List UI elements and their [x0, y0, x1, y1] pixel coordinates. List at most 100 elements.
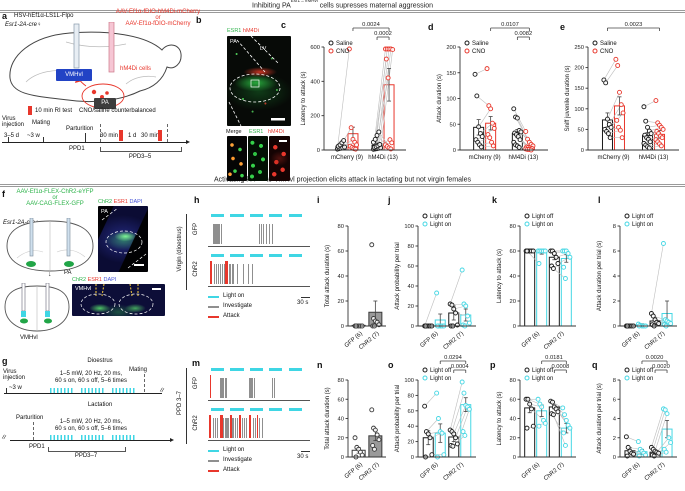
attack-tick	[220, 415, 222, 438]
y-tick-label: 2	[613, 299, 616, 305]
axes	[345, 379, 386, 458]
legend-label: Light on	[223, 446, 245, 453]
dapi-header-2: DAPI	[103, 277, 117, 283]
legend-swatch	[208, 470, 219, 473]
legend-swatch	[208, 316, 219, 319]
g-virus-label-2: injection	[3, 375, 26, 381]
data-point	[668, 440, 674, 446]
group-bracket-line	[186, 214, 187, 290]
light-on-segment	[249, 408, 264, 411]
y-tick-label: 80	[338, 378, 344, 384]
y-tick-label: 250	[574, 45, 584, 51]
light-on-segment	[230, 254, 244, 257]
x-category-label: GFP (6)	[419, 462, 439, 480]
panel-label-j: j	[388, 195, 391, 205]
data-point	[607, 135, 613, 141]
chart-sniff-juvenile-duration: 0 50 100 150 200 250 Sniff juvenile duration (…	[558, 15, 685, 170]
axes	[415, 225, 476, 327]
y-tick-label: 80	[510, 378, 516, 384]
data-point	[618, 102, 624, 108]
legend-label: Light on	[430, 222, 451, 228]
y-axis-label: Latency to attack (s)	[497, 391, 503, 445]
legend-swatch	[208, 450, 219, 453]
vmhvl-chr2-image	[72, 284, 165, 316]
investigate-tick	[221, 224, 223, 244]
f-image2-header: ChR2 ESR1 DAPI	[72, 277, 116, 283]
data-point	[561, 430, 567, 436]
y-tick-label: 80	[338, 224, 344, 230]
legend-label: CNO	[336, 49, 350, 55]
investigate-tick	[259, 224, 261, 244]
legend-label: CNO	[600, 49, 614, 55]
p-value-bracket	[607, 27, 660, 31]
data-point	[346, 46, 352, 52]
axis-break-1: //	[159, 387, 165, 395]
y-tick-label: 8	[613, 378, 616, 384]
legend-label: Light off	[532, 214, 554, 220]
pa-image1-region-label: PA	[101, 209, 108, 215]
data-point	[635, 439, 641, 445]
y-tick-label: 40	[408, 424, 414, 430]
data-point	[663, 449, 669, 455]
p-value-bracket	[376, 36, 390, 40]
raster-virgin: Virgin (dioestrus) GFP ChR2 Light on Investi…	[168, 194, 320, 356]
panel-label-p: p	[490, 360, 496, 370]
data-point	[474, 93, 480, 99]
investigate-tick	[251, 264, 254, 284]
light-on-segment	[211, 408, 225, 411]
light-on-segment	[249, 214, 264, 217]
group-label: Virgin (dioestrus)	[177, 226, 183, 272]
data-point	[517, 137, 523, 143]
investigate-tick	[242, 264, 244, 284]
y-tick-label: 200	[446, 45, 456, 51]
stim-train-3	[112, 388, 135, 393]
data-point	[376, 437, 382, 443]
construct-mcherry-label: AAV-Ef1α-fDIO-mCherry	[125, 21, 191, 27]
light-on-segment	[230, 368, 244, 371]
cno-window-dash-left	[100, 124, 101, 142]
legend-marker	[592, 40, 598, 46]
legend-marker	[524, 367, 530, 373]
data-points	[472, 66, 536, 153]
legend-label: Saline	[472, 41, 489, 47]
investigate-tick	[218, 264, 220, 284]
y-tick-label: 0	[317, 148, 320, 154]
y-tick-label: 100	[404, 224, 414, 230]
panel-label-e: e	[560, 22, 566, 32]
data-point	[370, 442, 376, 448]
legend-marker	[422, 367, 428, 373]
esr1-image	[248, 136, 268, 181]
data-point	[608, 124, 614, 130]
investigate-tick	[272, 224, 274, 244]
y-tick-label: 0	[341, 324, 344, 330]
row-label-chr2: ChR2	[193, 261, 199, 277]
ri-test-bar-2	[158, 130, 162, 141]
data-point	[561, 264, 567, 270]
construct-hm4di-label: AAV-Ef1α-fDIO-hM4Di-mCherry	[115, 9, 201, 15]
stim-train-2	[81, 388, 104, 393]
axis-break-2: //	[1, 434, 7, 442]
investigate-tick	[241, 418, 243, 438]
legend-label: Light on	[632, 222, 653, 228]
investigate-tick	[213, 418, 215, 438]
data-point	[441, 452, 447, 458]
attack-tick	[249, 415, 252, 438]
panel-label-d: d	[428, 22, 434, 32]
p-value-bracket	[641, 360, 668, 364]
y-axis-label: Attack duration (s)	[437, 74, 443, 123]
x-category-label: mCherry (9)	[331, 155, 363, 161]
y-axis-label: Total attack duration (s)	[325, 245, 331, 307]
data-points	[422, 379, 472, 460]
y-tick-label: 2	[613, 436, 616, 442]
chart-total-attack-duration-lactating: 0 20 40 60 80 Total attack duration (s) GFP (6…	[320, 354, 394, 491]
data-point	[550, 412, 556, 418]
legend-marker	[422, 213, 428, 219]
data-point	[466, 406, 472, 412]
y-tick-label: 60	[408, 264, 414, 270]
title-top-suffix: cells supresses maternal aggression	[317, 2, 433, 10]
investigate-tick	[243, 418, 245, 438]
fiber-left	[21, 283, 26, 312]
x-category-label: GFP (6)	[419, 331, 439, 349]
x-category-label: ChR2 (7)	[443, 462, 466, 482]
